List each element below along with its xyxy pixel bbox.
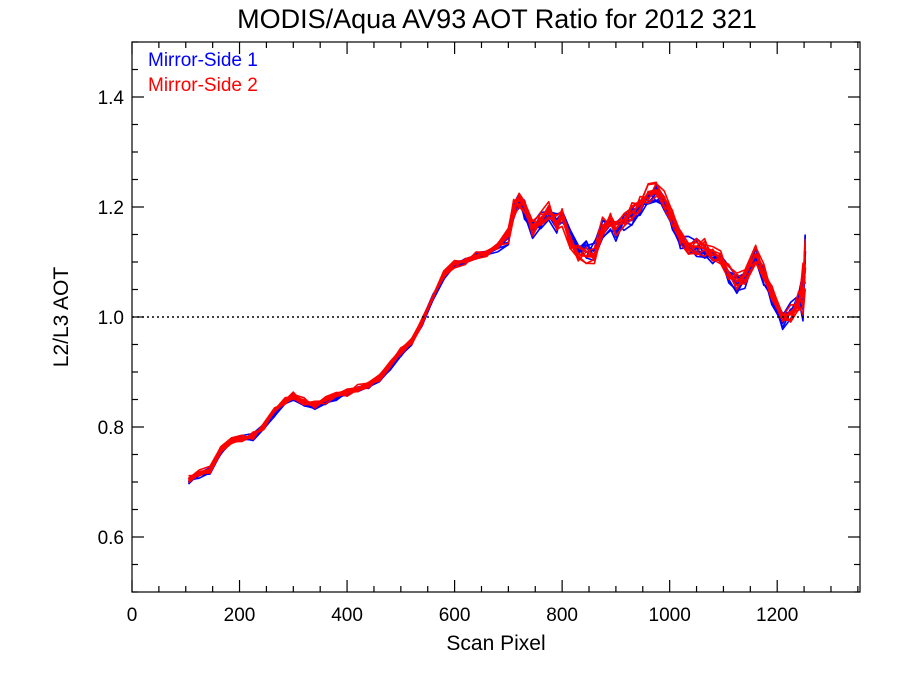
series-2-trace: [188, 190, 806, 477]
x-tick-label: 200: [224, 605, 256, 626]
series-1-trace: [187, 193, 806, 485]
legend-entry-1: Mirror-Side 1: [148, 50, 258, 71]
series-2-trace: [188, 181, 806, 480]
series-2-trace: [187, 192, 806, 480]
axis-ticks: [131, 41, 860, 593]
series-1-trace: [188, 192, 806, 481]
y-tick-label: 0.6: [98, 528, 124, 549]
chart-title: MODIS/Aqua AV93 AOT Ratio for 2012 321: [237, 4, 757, 34]
y-tick-label: 0.8: [98, 418, 124, 439]
x-tick-label: 1000: [649, 605, 691, 626]
series-2-trace: [188, 182, 806, 477]
plot-frame: [131, 41, 861, 593]
series-1-trace: [188, 190, 806, 480]
y-tick-label: 1.0: [98, 308, 124, 329]
series-layer: [187, 181, 807, 485]
x-tick-label: 800: [546, 605, 578, 626]
legend: Mirror-Side 1 Mirror-Side 2: [148, 50, 258, 96]
x-tick-label: 1200: [756, 605, 798, 626]
series-2-line: [187, 189, 807, 481]
series-2: [187, 181, 807, 484]
series-1-trace: [187, 190, 806, 485]
y-tick-label: 1.4: [98, 88, 125, 109]
y-tick-label: 1.2: [98, 198, 124, 219]
series-1: [187, 184, 807, 485]
series-2-trace: [188, 189, 806, 484]
x-axis-label: Scan Pixel: [446, 632, 545, 655]
series-1-trace: [187, 184, 806, 484]
series-2-trace: [188, 182, 806, 482]
x-tick-label: 0: [127, 605, 138, 626]
x-tick-label: 400: [331, 605, 363, 626]
x-tick-labels: 0 200 400 600 800 1000 1200: [127, 605, 799, 626]
series-2-trace: [187, 195, 806, 482]
y-tick-labels: 0.6 0.8 1.0 1.2 1.4: [98, 88, 125, 549]
series-1-line: [187, 192, 807, 483]
legend-entry-2: Mirror-Side 2: [148, 75, 258, 96]
x-tick-label: 600: [439, 605, 471, 626]
y-axis-label: L2/L3 AOT: [50, 267, 73, 368]
series-1-trace: [188, 187, 806, 483]
